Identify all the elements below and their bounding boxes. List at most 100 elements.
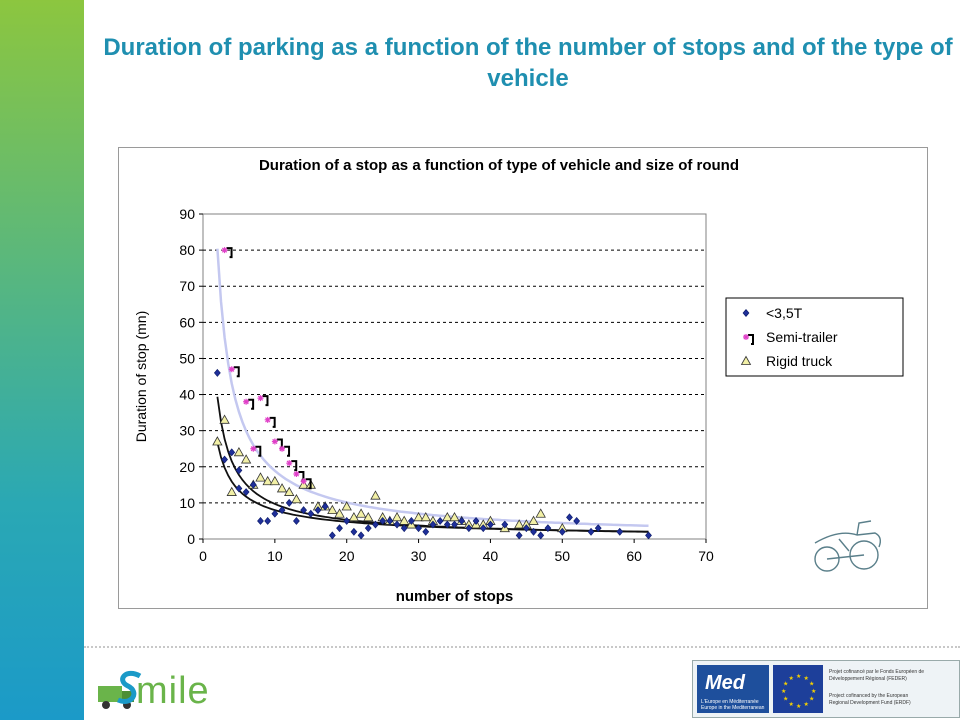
data-point (544, 524, 552, 533)
scatter-chart: Duration of a stop as a function of type… (133, 157, 904, 605)
carriage-wheel (849, 540, 879, 570)
legend-item: <3,5T (742, 305, 803, 321)
eu-flag-icon (773, 665, 823, 713)
data-point-bracket (226, 247, 233, 259)
legend-label: Semi-trailer (766, 329, 838, 345)
data-point (271, 509, 279, 518)
data-point (271, 438, 278, 445)
data-point (250, 445, 257, 452)
data-point (372, 520, 379, 529)
data-point (479, 524, 487, 533)
svg-text:★: ★ (783, 696, 788, 703)
data-point (255, 472, 266, 482)
x-tick-label: 30 (411, 548, 427, 564)
med-caption-line-2: Europe in the Mediterranean (701, 705, 765, 711)
data-point (226, 486, 237, 496)
data-point (257, 516, 264, 525)
carriage-icon (814, 520, 882, 572)
x-axis-label: number of stops (396, 588, 514, 605)
data-point (278, 506, 286, 515)
data-point (300, 478, 307, 485)
data-point (413, 512, 424, 522)
x-tick-label: 10 (267, 548, 283, 564)
carriage-body (814, 520, 882, 560)
data-point (243, 398, 250, 405)
data-point (343, 516, 351, 525)
data-point (264, 516, 272, 525)
svg-text:★: ★ (789, 675, 794, 682)
data-point (235, 466, 243, 475)
legend-item: Semi-trailer (743, 329, 838, 345)
svg-text:★: ★ (796, 673, 801, 680)
y-tick-label: 40 (179, 387, 195, 403)
data-point-bracket (255, 445, 262, 457)
data-point (587, 527, 595, 536)
y-tick-label: 50 (179, 350, 195, 366)
data-point (233, 447, 245, 457)
legend-item: Rigid truck (740, 353, 833, 369)
data-point (314, 506, 322, 515)
x-tick-label: 20 (339, 548, 355, 564)
funding-text-fr: Projet cofinancé par le Fonds Européen d… (829, 669, 924, 682)
data-point-bracket (284, 445, 291, 457)
chart-frame: Duration of a stop as a function of type… (118, 147, 928, 609)
series--3-5t (213, 368, 652, 540)
data-point (279, 445, 286, 452)
x-tick-label: 70 (698, 548, 714, 564)
data-point (328, 531, 336, 540)
data-point (415, 524, 422, 533)
data-point (291, 493, 302, 504)
data-point (276, 483, 288, 493)
data-point (537, 531, 545, 540)
data-point (487, 520, 494, 529)
data-point (465, 524, 473, 533)
data-point (616, 527, 624, 536)
data-point (228, 448, 236, 457)
svg-text:★: ★ (789, 701, 794, 708)
data-point (257, 395, 264, 402)
data-point-bracket (269, 416, 276, 428)
data-point (501, 520, 509, 529)
data-point (341, 501, 352, 511)
data-point (740, 355, 752, 365)
data-point (379, 516, 387, 525)
med-funding-logo: Med L'Europe en Méditerranée Europe in t… (697, 665, 924, 713)
data-point (285, 498, 293, 507)
svg-text:★: ★ (809, 681, 814, 688)
data-point (240, 454, 252, 464)
data-point (436, 516, 444, 525)
data-point (528, 515, 539, 525)
legend-label: <3,5T (766, 305, 803, 321)
smile-logo: mile (96, 664, 236, 716)
legend-box (725, 297, 904, 377)
series-rigid-truck (212, 414, 568, 533)
data-point (221, 455, 228, 464)
data-point (293, 516, 300, 525)
data-point (513, 519, 525, 529)
data-point-bracket (748, 334, 754, 345)
data-point (393, 520, 401, 529)
med-logo: Med L'Europe en Méditerranée Europe in t… (692, 660, 960, 718)
data-point-bracket (291, 460, 298, 472)
smile-s-icon (117, 670, 142, 704)
y-tick-label: 70 (179, 278, 195, 294)
svg-text:★: ★ (796, 703, 801, 710)
data-point (645, 531, 652, 540)
svg-text:★: ★ (809, 696, 814, 703)
slide-title: Duration of parking as a function of the… (103, 34, 953, 92)
y-tick-label: 30 (179, 423, 195, 439)
data-point (219, 414, 230, 424)
data-point (350, 527, 358, 536)
data-point (530, 527, 537, 536)
data-point (443, 520, 451, 529)
data-point (458, 516, 466, 525)
data-point (212, 436, 223, 446)
smile-logo-text: mile (136, 670, 210, 712)
data-point (298, 479, 309, 489)
data-point (594, 524, 602, 533)
data-point (566, 513, 573, 522)
x-tick-label: 60 (626, 548, 642, 564)
med-caption-line-1: L'Europe en Méditerranée (701, 699, 759, 705)
y-tick-label: 80 (179, 242, 195, 258)
data-point (400, 524, 408, 533)
